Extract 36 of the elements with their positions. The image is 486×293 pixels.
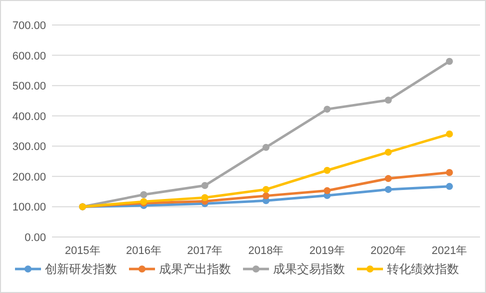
y-tick-label: 0.00 — [24, 232, 46, 244]
x-tick-label: 2015年 — [64, 245, 100, 257]
y-tick-label: 100.00 — [12, 202, 46, 214]
point — [201, 194, 208, 202]
x-tick-label: 2019年 — [309, 245, 345, 257]
point — [446, 182, 453, 190]
y-tick-label: 700.00 — [12, 20, 46, 32]
legend-label: 成果产出指数 — [159, 262, 231, 276]
y-tick-label: 200.00 — [12, 171, 46, 184]
point — [384, 175, 392, 182]
point — [324, 187, 331, 194]
x-tick-label: 2018年 — [248, 245, 284, 257]
point — [446, 58, 453, 65]
point — [324, 106, 331, 113]
point — [446, 168, 453, 176]
legend-label: 创新研发指数 — [45, 262, 117, 276]
y-tick-label: 500.00 — [12, 80, 46, 93]
legend-label: 成果交易指数 — [273, 262, 345, 276]
x-tick-label: 2016年 — [126, 245, 162, 257]
y-tick-label: 400.00 — [12, 110, 46, 123]
point — [384, 96, 392, 104]
y-tick-label: 600.00 — [12, 50, 46, 62]
point — [324, 166, 331, 174]
point — [262, 192, 270, 200]
x-tick-label: 2020年 — [370, 245, 406, 257]
point — [446, 130, 453, 138]
point — [140, 191, 148, 198]
point — [201, 182, 208, 190]
point — [262, 186, 270, 193]
point — [384, 186, 392, 193]
y-tick-label: 300.00 — [12, 141, 46, 154]
point — [384, 148, 392, 156]
x-tick-label: 2017年 — [187, 245, 223, 257]
legend-label: 转化绩效指数 — [387, 262, 459, 276]
point — [262, 144, 270, 151]
x-tick-label: 2021年 — [432, 245, 468, 257]
